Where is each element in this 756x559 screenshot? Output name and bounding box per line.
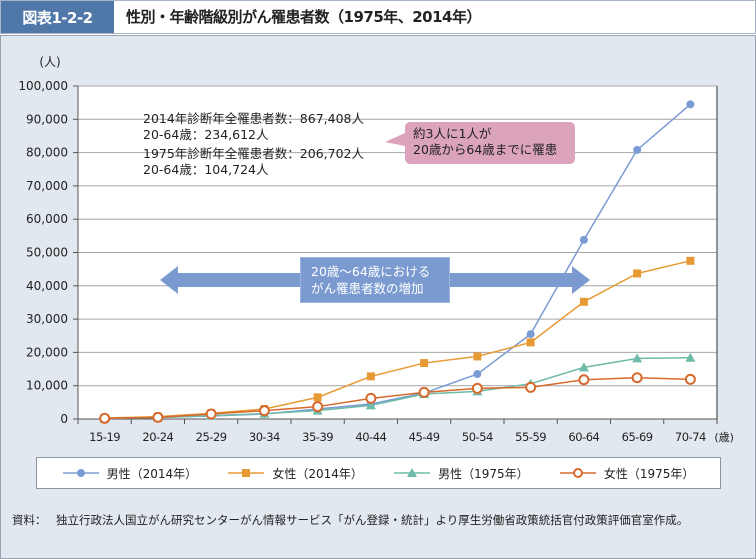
source-text: 独立行政法人国立がん研究センターがん情報サービス「がん登録・統計」より厚生労働省… (56, 513, 689, 527)
data-point (632, 353, 643, 363)
y-tick-label: 60,000 (26, 212, 68, 226)
y-tick-label: 80,000 (26, 146, 68, 160)
figure-number: 図表1-2-2 (1, 1, 114, 33)
data-point (526, 330, 535, 339)
data-point (633, 269, 642, 278)
legend-item: 男性（1975年） (394, 465, 529, 482)
y-tick-label: 10,000 (26, 379, 68, 393)
x-tick-label: 40-44 (355, 430, 386, 444)
arrow-label-line: がん罹患者数の増加 (311, 281, 424, 296)
x-tick-label: 15-19 (89, 430, 120, 444)
x-tick-label: 30-34 (249, 430, 280, 444)
figure-title: 性別・年齢階級別がん罹患者数（1975年、2014年） (126, 8, 482, 26)
callout-bubble: 約3人に1人が 20歳から64歳までに罹患 (405, 122, 575, 164)
legend-marker-circle-icon (62, 469, 99, 477)
x-tick-label: 55-59 (515, 430, 546, 444)
legend-item: 男性（2014年） (62, 465, 198, 482)
y-tick-label: 30,000 (26, 312, 68, 326)
data-point (99, 412, 111, 424)
legend-label: 男性（1975年） (438, 466, 529, 481)
data-point (473, 352, 482, 361)
y-tick-label: 40,000 (26, 279, 68, 293)
total-incidence-note: 2014年診断年全罹患者数：867,408人 20-64歳：234,612人 1… (143, 111, 364, 177)
data-point (631, 372, 643, 384)
figure-header: 図表1-2-2 性別・年齢階級別がん罹患者数（1975年、2014年） (0, 0, 756, 34)
x-tick-label: 70-74 (675, 430, 706, 444)
x-tick-label: 50-54 (462, 430, 493, 444)
data-point (365, 400, 376, 410)
increase-arrow-label: 20歳～64歳における がん罹患者数の増加 (300, 257, 450, 303)
note-line: 2014年診断年全罹患者数：867,408人 (143, 111, 365, 126)
y-tick-label: 20,000 (26, 345, 68, 359)
data-point (525, 381, 537, 393)
y-tick-label: 50,000 (26, 246, 68, 260)
callout-line: 20歳から64歳までに罹患 (413, 142, 558, 157)
legend-label: 女性（2014年） (272, 466, 363, 481)
legend-label: 男性（2014年） (106, 466, 198, 481)
data-point (418, 386, 430, 398)
legend-marker-square-icon (228, 469, 265, 477)
legend-item: 女性（2014年） (228, 465, 363, 482)
data-point (366, 372, 375, 381)
data-point (258, 405, 270, 417)
data-point (473, 370, 482, 379)
data-point (579, 235, 588, 244)
y-tick-label: 90,000 (26, 112, 68, 126)
x-axis-label: (歳) (714, 431, 734, 444)
source-note: 資料： 独立行政法人国立がん研究センターがん情報サービス「がん登録・統計」より厚… (12, 512, 747, 528)
legend-label: 女性（1975年） (603, 466, 695, 481)
x-tick-label: 35-39 (302, 430, 333, 444)
data-point (365, 392, 377, 404)
series-line (104, 376, 691, 420)
data-point (686, 256, 695, 265)
data-point (684, 373, 696, 385)
data-point (633, 145, 642, 154)
data-point (685, 352, 696, 362)
data-point (686, 100, 695, 109)
x-tick-label: 45-49 (409, 430, 440, 444)
legend-marker-triangle-icon (394, 468, 431, 477)
x-tick-label: 25-29 (196, 430, 227, 444)
chart-legend: 男性（2014年） 女性（2014年） 男性（1975年） 女性（1975年） (36, 457, 721, 489)
data-point (471, 382, 483, 394)
data-point (205, 408, 217, 420)
legend-item: 女性（1975年） (559, 465, 695, 482)
data-point (313, 393, 322, 402)
data-point (152, 411, 164, 423)
arrow-label-line: 20歳～64歳における (311, 264, 431, 279)
note-line: 20-64歳：234,612人 (143, 126, 269, 142)
y-tick-label: 70,000 (26, 179, 68, 193)
y-tick-label: 100,000 (18, 79, 68, 93)
x-tick-label: 20-24 (142, 430, 173, 444)
data-point (579, 297, 588, 306)
series-line (104, 356, 691, 420)
x-tick-label: 65-69 (622, 430, 653, 444)
legend-marker-open-circle-icon (559, 468, 596, 478)
y-axis-label: (人) (39, 55, 60, 69)
note-line: 1975年診断年全罹患者数：206,702人 (143, 146, 365, 161)
data-point (526, 338, 535, 347)
callout-line: 約3人に1人が (413, 126, 492, 141)
x-tick-label: 60-64 (568, 430, 599, 444)
data-point (578, 362, 589, 372)
data-point (420, 359, 429, 368)
y-tick-label: 0 (60, 412, 68, 426)
data-point (312, 401, 324, 413)
note-line: 20-64歳：104,724人 (143, 161, 269, 177)
source-label: 資料： (12, 513, 47, 527)
data-point (578, 374, 590, 386)
callout-tail (385, 133, 405, 146)
